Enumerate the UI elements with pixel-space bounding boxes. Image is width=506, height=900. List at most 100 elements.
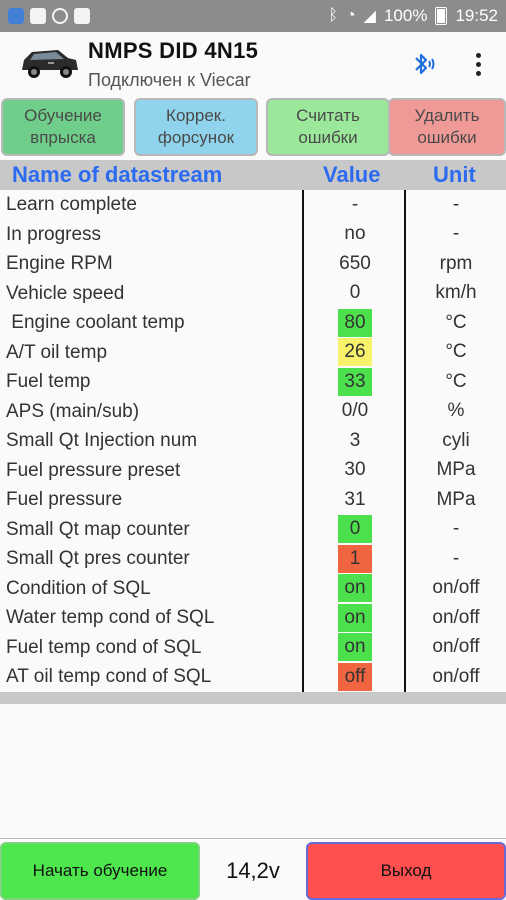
datastream-value: 30: [344, 459, 366, 481]
table-row[interactable]: Fuel pressure preset 30 MPa: [0, 456, 506, 486]
datastream-value: 0: [349, 282, 361, 304]
table-row[interactable]: Small Qt Injection num 3 cyli: [0, 426, 506, 456]
system-icons: ᛒ ◔ ◢ 100% 19:52: [328, 6, 498, 26]
datastream-unit: MPa: [436, 459, 476, 481]
datastream-value-cell: 30: [304, 456, 406, 486]
column-unit-header: Unit: [433, 162, 476, 187]
datastream-name: Vehicle speed: [6, 282, 125, 304]
page-title: NMPS DID 4N15: [88, 38, 259, 63]
divider: [0, 838, 506, 839]
read-errors-button[interactable]: Считать ошибки: [266, 98, 390, 156]
datastream-value-cell: 0: [304, 279, 406, 309]
datastream-value-cell: no: [304, 220, 406, 250]
datastream-value: 3: [349, 429, 361, 451]
datastream-value-cell: 0: [304, 515, 406, 545]
table-row[interactable]: Engine coolant temp 80 °C: [0, 308, 506, 338]
signal-icon: ◢: [363, 8, 376, 25]
table-row[interactable]: AT oil temp cond of SQL off on/off: [0, 662, 506, 692]
start-learning-button[interactable]: Начать обучение: [0, 842, 200, 900]
datastream-unit: -: [452, 547, 460, 569]
datastream-value: 1: [338, 544, 372, 573]
table-row[interactable]: Vehicle speed 0 km/h: [0, 279, 506, 309]
datastream-value-cell: on: [304, 633, 406, 663]
bluetooth-connected-icon: [415, 53, 435, 75]
datastream-value-cell: on: [304, 603, 406, 633]
datastream-value: 650: [339, 252, 371, 274]
exit-button[interactable]: Выход: [306, 842, 506, 900]
table-row[interactable]: Fuel temp 33 °C: [0, 367, 506, 397]
cloud-icon: [8, 8, 24, 24]
clear-errors-button[interactable]: Удалить ошибки: [388, 98, 506, 156]
datastream-value-cell: 31: [304, 485, 406, 515]
table-row[interactable]: Engine RPM 650 rpm: [0, 249, 506, 279]
datastream-unit: -: [452, 518, 460, 540]
datastream-unit: -: [452, 193, 460, 215]
table-row[interactable]: Learn complete - -: [0, 190, 506, 220]
app-header: NMPS DID 4N15 Подключен к Viecar: [0, 32, 506, 96]
column-name-header: Name of datastream: [12, 162, 223, 187]
datastream-unit: MPa: [436, 488, 476, 510]
table-row[interactable]: APS (main/sub) 0/0%: [0, 397, 506, 427]
table-row[interactable]: Small Qt pres counter 1 -: [0, 544, 506, 574]
column-divider: [302, 190, 304, 692]
status-bar: ᛒ ◔ ◢ 100% 19:52: [0, 0, 506, 32]
wifi-icon: ◔: [345, 7, 356, 24]
notification-icons: [8, 8, 90, 24]
datastream-name: Fuel pressure: [6, 489, 123, 510]
table-row[interactable]: In progress no -: [0, 220, 506, 250]
bluetooth-icon[interactable]: [404, 46, 440, 82]
datastream-name: In progress: [6, 223, 102, 245]
datastream-value: 33: [338, 367, 372, 396]
datastream-name: Fuel temp cond of SQL: [6, 636, 202, 658]
connection-status: Подключен к Viecar: [88, 70, 251, 90]
datastream-unit: -: [452, 223, 460, 245]
injector-correction-button[interactable]: Коррек. форсунок: [134, 98, 258, 156]
datastream-name: Learn complete: [6, 194, 137, 215]
datastream-name: Small Qt map counter: [6, 518, 190, 540]
datastream-value: 31: [344, 488, 366, 510]
datastream-value-cell: 650: [304, 249, 406, 279]
doc-icon: [74, 8, 90, 24]
table-header: Name of datastream Value Unit: [0, 160, 506, 190]
battery-icon: [435, 7, 448, 25]
datastream-value: on: [338, 574, 372, 603]
datastream-unit: °C: [445, 341, 467, 363]
datastream-value: -: [351, 193, 359, 215]
table-row[interactable]: A/T oil temp 26 °C: [0, 338, 506, 368]
datastream-name: Fuel pressure preset: [6, 459, 181, 481]
datastream-unit: °C: [445, 311, 467, 333]
datastream-value: off: [338, 662, 372, 691]
datastream-unit: on/off: [432, 606, 480, 628]
datastream-value-cell: off: [304, 662, 406, 692]
datastream-name: Fuel temp: [6, 371, 91, 392]
action-buttons: Обучение впрыска Коррек. форсунок Считать о…: [0, 98, 506, 158]
datastream-value-cell: 3: [304, 426, 406, 456]
datastream-name: Engine coolant temp: [6, 312, 185, 333]
bluetooth-icon: ᛒ: [328, 7, 338, 24]
column-value-header: Value: [323, 162, 381, 187]
table-row[interactable]: Condition of SQL on on/off: [0, 574, 506, 604]
datastream-value-cell: -: [304, 190, 406, 220]
table-row[interactable]: Fuel temp cond of SQL on on/off: [0, 633, 506, 663]
datastream-value: 26: [338, 338, 372, 367]
table-row[interactable]: Small Qt map counter 0 -: [0, 515, 506, 545]
datastream-unit: on/off: [432, 577, 480, 599]
overflow-menu-icon[interactable]: [464, 46, 492, 82]
table-row[interactable]: Water temp cond of SQL on on/off: [0, 603, 506, 633]
datastream-value: 0/0: [341, 400, 369, 422]
shield-icon: [52, 8, 68, 24]
injection-learning-button[interactable]: Обучение впрыска: [1, 98, 125, 156]
datastream-value-cell: on: [304, 574, 406, 604]
battery-percent: 100%: [383, 6, 428, 25]
datastream-unit: cyli: [442, 429, 470, 451]
datastream-name: APS (main/sub): [6, 400, 140, 422]
datastream-value: on: [338, 633, 372, 662]
datastream-table[interactable]: Learn complete - - In progress no - Engine RPM…: [0, 190, 506, 692]
table-row[interactable]: Fuel pressure 31 MPa: [0, 485, 506, 515]
photo-icon: [30, 8, 46, 24]
datastream-name: Water temp cond of SQL: [6, 607, 215, 628]
datastream-value-cell: 1: [304, 544, 406, 574]
datastream-unit: km/h: [435, 282, 477, 304]
datastream-name: Engine RPM: [6, 253, 113, 274]
datastream-value-cell: 26: [304, 338, 406, 368]
